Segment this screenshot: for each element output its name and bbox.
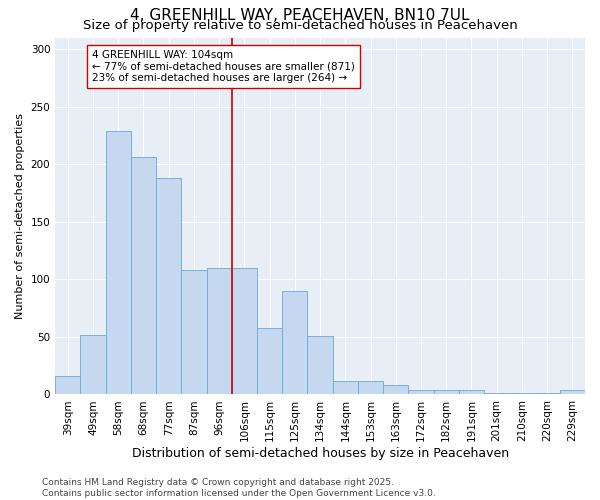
- Text: Contains HM Land Registry data © Crown copyright and database right 2025.
Contai: Contains HM Land Registry data © Crown c…: [42, 478, 436, 498]
- Bar: [206, 268, 232, 394]
- Bar: [106, 131, 131, 394]
- Bar: [560, 390, 585, 394]
- Bar: [156, 178, 181, 394]
- Text: 4, GREENHILL WAY, PEACEHAVEN, BN10 7UL: 4, GREENHILL WAY, PEACEHAVEN, BN10 7UL: [130, 8, 470, 22]
- Bar: [332, 380, 358, 394]
- Bar: [434, 390, 459, 394]
- Bar: [80, 334, 106, 394]
- Bar: [459, 390, 484, 394]
- X-axis label: Distribution of semi-detached houses by size in Peacehaven: Distribution of semi-detached houses by …: [131, 447, 509, 460]
- Bar: [409, 390, 434, 394]
- Bar: [181, 270, 206, 394]
- Bar: [383, 385, 409, 394]
- Bar: [55, 376, 80, 394]
- Y-axis label: Number of semi-detached properties: Number of semi-detached properties: [15, 113, 25, 319]
- Bar: [131, 158, 156, 394]
- Bar: [358, 380, 383, 394]
- Bar: [232, 268, 257, 394]
- Bar: [307, 336, 332, 394]
- Text: Size of property relative to semi-detached houses in Peacehaven: Size of property relative to semi-detach…: [83, 18, 517, 32]
- Text: 4 GREENHILL WAY: 104sqm
← 77% of semi-detached houses are smaller (871)
23% of s: 4 GREENHILL WAY: 104sqm ← 77% of semi-de…: [92, 50, 355, 83]
- Bar: [282, 291, 307, 395]
- Bar: [257, 328, 282, 394]
